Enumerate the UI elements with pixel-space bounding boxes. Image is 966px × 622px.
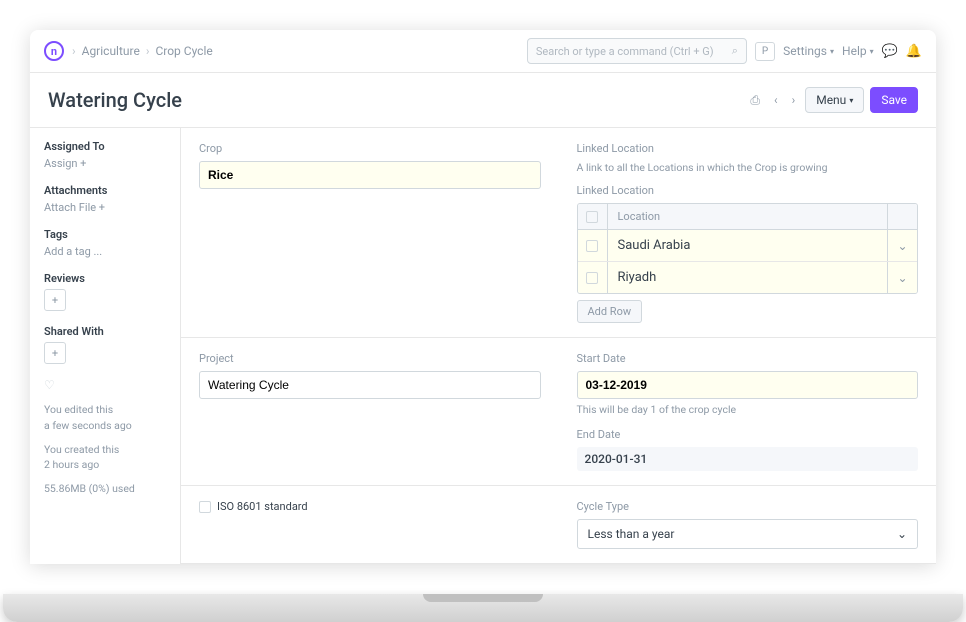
chevron-down-icon: ⌄ — [897, 527, 907, 541]
search-input[interactable]: Search or type a command (Ctrl + G) ⌕ — [527, 38, 747, 64]
create-meta: You created this 2 hours ago — [44, 442, 166, 474]
breadcrumb-item-crop-cycle[interactable]: Crop Cycle — [155, 44, 212, 58]
breadcrumb-item-agriculture[interactable]: Agriculture — [82, 44, 140, 58]
print-icon[interactable]: ⎙ — [746, 93, 764, 108]
linked-location-help: A link to all the Locations in which the… — [577, 161, 919, 174]
linked-location-table-label: Linked Location — [577, 184, 919, 197]
top-bar: n › Agriculture › Crop Cycle Search or t… — [30, 30, 936, 73]
select-all-checkbox[interactable] — [586, 211, 598, 223]
cycle-type-label: Cycle Type — [577, 500, 919, 513]
table-row[interactable]: Saudi Arabia ⌄ — [578, 230, 918, 262]
edit-meta: You edited this a few seconds ago — [44, 402, 166, 434]
chevron-down-icon[interactable]: ⌄ — [887, 262, 917, 293]
iso-checkbox-row[interactable]: ISO 8601 standard — [199, 500, 541, 513]
project-input[interactable] — [199, 371, 541, 399]
breadcrumb: › Agriculture › Crop Cycle — [72, 44, 213, 58]
start-date-input[interactable] — [577, 371, 919, 399]
save-button[interactable]: Save — [870, 87, 918, 113]
add-row-button[interactable]: Add Row — [577, 300, 643, 323]
sidebar-attachments-title: Attachments — [44, 184, 166, 197]
project-label: Project — [199, 352, 541, 365]
crop-input[interactable] — [199, 161, 541, 189]
storage-meta: 55.86MB (0%) used — [44, 481, 166, 497]
chevron-down-icon: ▾ — [830, 47, 834, 56]
page-header: Watering Cycle ⎙ ‹ › Menu▾ Save — [30, 73, 936, 128]
chevron-down-icon[interactable]: ⌄ — [887, 230, 917, 261]
assign-link[interactable]: Assign + — [44, 157, 166, 170]
form-main: Crop Linked Location A link to all the L… — [180, 128, 936, 564]
next-icon[interactable]: › — [788, 93, 800, 107]
actions-column-header — [887, 204, 917, 229]
add-share-button[interactable]: + — [44, 342, 66, 364]
sidebar-tags-title: Tags — [44, 228, 166, 241]
user-badge[interactable]: P — [755, 42, 775, 61]
sidebar-assigned-to-title: Assigned To — [44, 140, 166, 153]
table-row[interactable]: Riyadh ⌄ — [578, 262, 918, 293]
crop-label: Crop — [199, 142, 541, 155]
search-icon: ⌕ — [732, 44, 738, 58]
add-tag-link[interactable]: Add a tag ... — [44, 245, 166, 258]
chat-icon[interactable]: 💬 — [882, 44, 898, 59]
location-cell[interactable]: Riyadh — [608, 262, 888, 293]
chevron-right-icon: › — [146, 44, 150, 58]
settings-link[interactable]: Settings▾ — [783, 44, 834, 58]
sidebar-reviews-title: Reviews — [44, 272, 166, 285]
bell-icon[interactable]: 🔔 — [906, 44, 922, 59]
logo-icon[interactable]: n — [44, 41, 64, 61]
add-review-button[interactable]: + — [44, 289, 66, 311]
iso-label: ISO 8601 standard — [217, 500, 308, 513]
menu-button[interactable]: Menu▾ — [805, 87, 864, 113]
search-placeholder: Search or type a command (Ctrl + G) — [536, 45, 714, 58]
start-date-label: Start Date — [577, 352, 919, 365]
location-column-header: Location — [608, 204, 888, 229]
linked-location-label: Linked Location — [577, 142, 919, 155]
cycle-type-select[interactable]: Less than a year ⌄ — [577, 519, 919, 549]
iso-checkbox[interactable] — [199, 501, 211, 513]
end-date-value: 2020-01-31 — [577, 447, 919, 471]
chevron-down-icon: ▾ — [870, 47, 874, 56]
sidebar-shared-with-title: Shared With — [44, 325, 166, 338]
row-checkbox[interactable] — [586, 272, 598, 284]
help-link[interactable]: Help▾ — [842, 44, 874, 58]
attach-file-link[interactable]: Attach File + — [44, 201, 166, 214]
sidebar: Assigned To Assign + Attachments Attach … — [30, 128, 180, 564]
like-icon[interactable]: ♡ — [44, 378, 166, 392]
chevron-right-icon: › — [72, 44, 76, 58]
end-date-label: End Date — [577, 428, 919, 441]
chevron-down-icon: ▾ — [849, 96, 853, 105]
page-title: Watering Cycle — [48, 88, 182, 112]
linked-location-table: Location Saudi Arabia ⌄ Riyadh — [577, 203, 919, 294]
prev-icon[interactable]: ‹ — [770, 93, 782, 107]
row-checkbox[interactable] — [586, 240, 598, 252]
location-cell[interactable]: Saudi Arabia — [608, 230, 888, 261]
start-date-help: This will be day 1 of the crop cycle — [577, 403, 919, 416]
